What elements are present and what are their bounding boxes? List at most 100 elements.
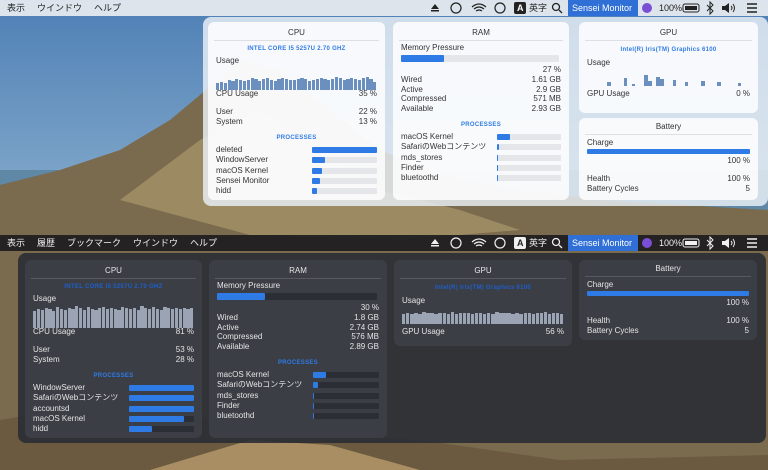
history-bar [338,78,342,90]
history-bar [483,313,487,324]
app-highlight [568,235,638,251]
history-bar [499,313,503,324]
stat-label: CPU Usage [33,327,76,336]
history-bar [701,80,705,86]
history-bar [113,308,117,328]
history-bar [737,83,742,86]
pressure-bar-track [401,55,559,62]
history-bar [296,78,300,90]
usage-label: Usage [587,58,611,67]
stat-label: Compressed [217,332,263,342]
search-icon [551,237,561,247]
pressure-label: Memory Pressure [401,43,465,52]
stat-value: 5 [745,184,750,193]
history-bar [227,80,231,90]
process-name: macOS Kernel [217,370,270,379]
search-icon-handle [558,9,563,14]
gpu-card: GPU Intel(R) Iris(TM) Graphics 6100 Usage G… [394,260,572,346]
history-bar [327,80,331,90]
separator [214,40,379,41]
menu-item[interactable]: 表示 [7,238,26,248]
input-source: 英字 [529,3,548,13]
history-bar [478,312,483,324]
cpu-card: CPU INTEL CORE I5 5257U 2.70 GHZ Usage CPU … [25,260,202,438]
history-bar [607,82,611,86]
stat-value: 0 % [736,89,750,98]
battery-icon-fill [685,6,697,10]
history-bar [281,77,285,90]
menu-item[interactable]: 表示 [7,3,26,13]
process-bar-track [313,382,379,389]
menu-item[interactable]: ブックマーク [67,238,122,248]
history-bar [406,313,410,324]
menu-item[interactable]: ウインドウ [37,3,83,13]
history-bar [277,79,281,90]
search-icon [551,2,561,12]
process-bar [129,415,185,422]
separator [585,134,752,135]
activity-icon [494,2,506,14]
volume-icon [722,238,729,248]
process-name: Finder [217,400,240,410]
wifi-icon [471,238,487,247]
process-bar-track [497,154,561,161]
separator [400,278,566,279]
history-bar [144,308,148,328]
list-icon [747,3,757,13]
history-bar [474,313,479,324]
process-bar-track [313,402,379,409]
input-icon-letter: A [517,238,524,248]
stat-value: 35 % [358,89,377,98]
process-bar [497,154,499,161]
stat-label: Active [217,322,239,332]
process-name: macOS Kernel [401,132,454,141]
charge-value: 100 % [727,156,750,165]
history-bar [82,309,87,328]
history-bar [288,79,293,90]
history-bar [79,308,83,328]
history-bar [117,309,121,328]
history-bar [254,79,258,90]
input-source: 英字 [529,238,548,248]
menu-item[interactable]: ヘルプ [94,3,122,13]
history-bar [531,313,536,324]
history-bar [308,80,312,90]
history-bar [285,78,289,90]
menu-item[interactable]: 履歴 [37,238,56,248]
battery-icon [682,3,700,13]
ram-card: RAM Memory Pressure 27 % Wired 1.61 GB Active… [393,22,569,200]
history-bar [167,308,171,328]
process-name: bluetoothd [401,173,439,183]
history-bar [63,309,67,328]
menu-item[interactable]: ウインドウ [133,238,179,248]
history-bar [132,307,136,328]
usage-label: Usage [402,296,426,305]
card-title: CPU [105,266,122,275]
bluetooth-icon [706,0,714,16]
process-bar [312,177,320,184]
stat-label: System [216,117,243,126]
stat-value: 1.61 GB [531,75,561,84]
history-bar [311,79,316,90]
history-bar [292,80,296,90]
history-bar [342,79,346,90]
history-bar [684,81,689,86]
app-menu[interactable]: Sensei Monitor [572,3,633,13]
charge-bar [587,149,750,154]
card-title: Battery [655,122,682,131]
card-title: Battery [655,264,681,273]
history-bar [414,312,418,324]
history-bar [495,312,499,324]
menu-bar: 表示 ウインドウ ヘルプ A 英字 Sensei Monitor 100% [0,0,768,16]
pressure-value: 27 % [542,65,561,74]
battery-icon-fill [685,241,697,245]
time-machine-icon [450,2,462,14]
app-menu[interactable]: Sensei Monitor [572,238,633,248]
history-bar [105,309,110,328]
history-bar [547,313,552,324]
history-bar [136,309,140,328]
eject-icon-base [431,245,439,247]
activity-icon [494,237,506,249]
menu-item[interactable]: ヘルプ [190,238,218,248]
stat-label: GPU Usage [587,89,630,98]
